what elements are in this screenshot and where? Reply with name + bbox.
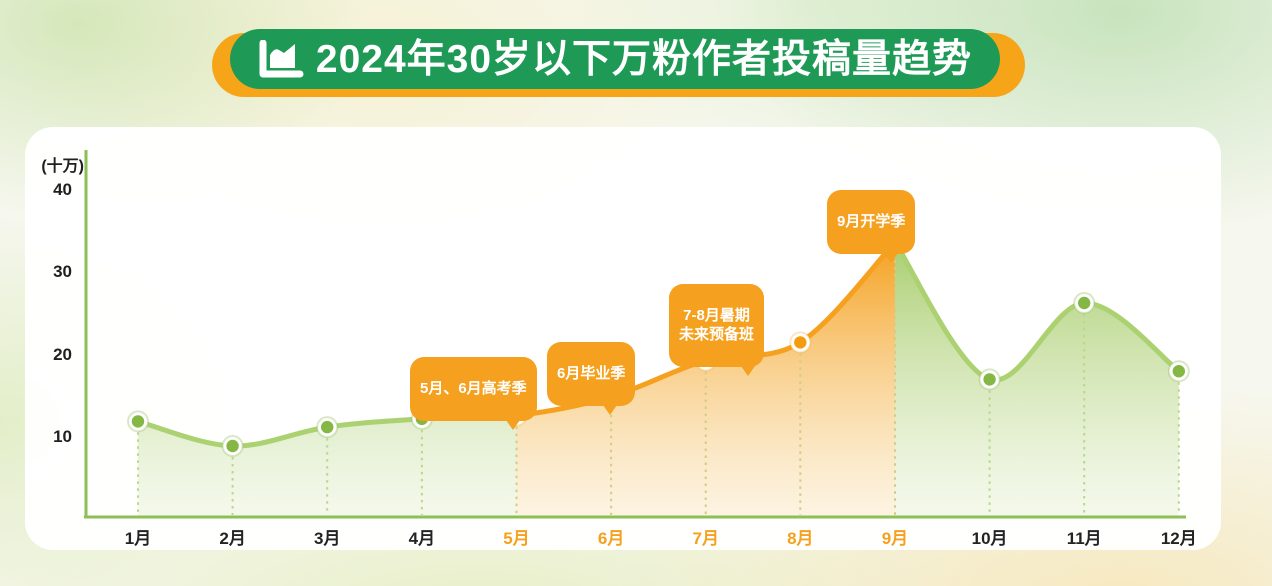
x-label-7月: 7月 bbox=[692, 529, 719, 548]
annotation-text: 7-8月暑期 未来预备班 bbox=[679, 307, 755, 343]
page-title: 2024年30岁以下万粉作者投稿量趋势 bbox=[315, 37, 973, 81]
data-point-11月 bbox=[1073, 292, 1096, 314]
badge-tail bbox=[884, 253, 898, 263]
x-label-12月: 12月 bbox=[1160, 529, 1197, 548]
data-point-3月 bbox=[316, 416, 339, 439]
y-tick-30: 30 bbox=[53, 262, 72, 282]
x-label-1月: 1月 bbox=[124, 529, 152, 548]
badge-tail bbox=[741, 366, 755, 376]
annotation-badge-kaixue: 9月开学季 bbox=[827, 190, 916, 263]
x-label-10月: 10月 bbox=[971, 529, 1008, 548]
badge-tail bbox=[603, 405, 617, 415]
y-tick-10: 10 bbox=[53, 426, 72, 446]
area-green-right bbox=[895, 242, 1179, 516]
badge-tail bbox=[506, 420, 520, 430]
title-banner: 2024年30岁以下万粉作者投稿量趋势 bbox=[0, 0, 1272, 110]
y-tick-20: 20 bbox=[53, 344, 72, 364]
x-label-6月: 6月 bbox=[597, 529, 625, 548]
x-label-9月: 9月 bbox=[881, 529, 909, 548]
x-label-3月: 3月 bbox=[314, 529, 341, 548]
annotation-badge-shuqi: 7-8月暑期 未来预备班 bbox=[669, 284, 765, 376]
data-point-2月 bbox=[221, 435, 244, 457]
x-label-2月: 2月 bbox=[219, 529, 246, 548]
x-label-8月: 8月 bbox=[787, 529, 814, 548]
annotation-badge-gaokao: 5月、6月高考季 bbox=[410, 357, 537, 430]
area-chart-icon bbox=[258, 39, 304, 80]
annotation-text: 6月毕业季 bbox=[557, 365, 626, 382]
annotation-text: 5月、6月高考季 bbox=[420, 380, 527, 397]
y-tick-40: 40 bbox=[53, 180, 72, 200]
data-point-10月 bbox=[978, 368, 1001, 391]
data-point-12月 bbox=[1167, 360, 1190, 383]
trend-line-green-left bbox=[135, 413, 517, 449]
title-banner-pill: 2024年30岁以下万粉作者投稿量趋势 bbox=[230, 29, 1000, 89]
x-label-5月: 5月 bbox=[503, 529, 530, 548]
x-label-4月: 4月 bbox=[408, 529, 436, 548]
data-point-8月 bbox=[789, 331, 812, 354]
trend-line-green-right bbox=[892, 239, 1182, 383]
y-axis-unit-label: (十万) bbox=[41, 158, 84, 175]
x-label-11月: 11月 bbox=[1066, 529, 1102, 548]
data-point-1月 bbox=[127, 410, 149, 433]
axis-lines bbox=[84, 150, 1186, 519]
annotation-badge-biye: 6月毕业季 bbox=[547, 342, 636, 415]
annotation-text: 9月开学季 bbox=[837, 213, 906, 230]
area-green-left bbox=[138, 415, 517, 516]
